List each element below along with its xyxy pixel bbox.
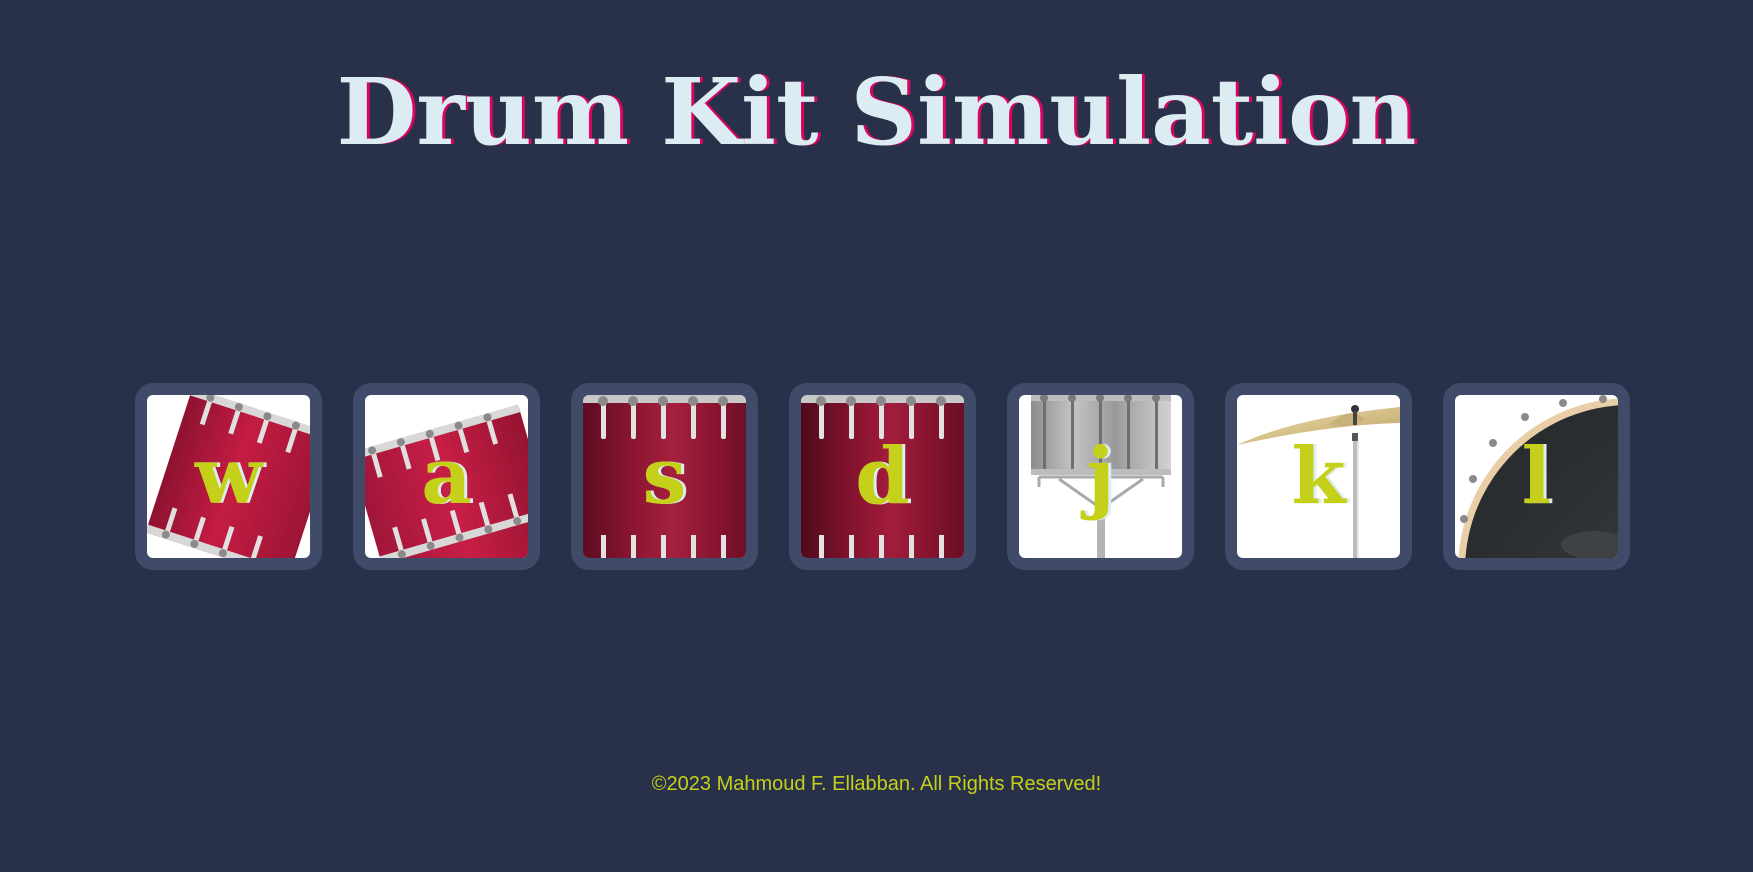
crash-cymbal-icon	[1237, 405, 1400, 558]
drum-key-label: w	[194, 431, 263, 522]
drum-key-label: l	[1521, 431, 1552, 522]
drum-button-l[interactable]: l	[1443, 383, 1630, 570]
footer-copyright: ©2023 Mahmoud F. Ellabban. All Rights Re…	[651, 773, 1102, 795]
kick-drum-icon	[1458, 395, 1618, 558]
tom1-drum-icon	[147, 395, 310, 558]
snare-drum-icon	[1031, 395, 1171, 558]
drum-key-label: s	[642, 431, 687, 522]
drum-button-k[interactable]: k	[1225, 383, 1412, 570]
drum-key-label: k	[1291, 431, 1346, 522]
drum-button-a[interactable]: a	[353, 383, 540, 570]
drum-set: w	[135, 383, 1630, 570]
drum-button-s[interactable]: s	[571, 383, 758, 570]
drum-button-w[interactable]: w	[135, 383, 322, 570]
drum-key-label: a	[421, 431, 472, 522]
tom2-drum-icon	[365, 404, 528, 558]
drum-button-d[interactable]: d	[789, 383, 976, 570]
tom3-drum-icon	[583, 395, 746, 558]
page-title: Drum Kit Simulation	[336, 58, 1417, 166]
drum-key-label: d	[855, 431, 910, 522]
drum-button-j[interactable]: j	[1007, 383, 1194, 570]
drum-key-label: j	[1086, 431, 1115, 522]
tom4-drum-icon	[801, 395, 964, 558]
